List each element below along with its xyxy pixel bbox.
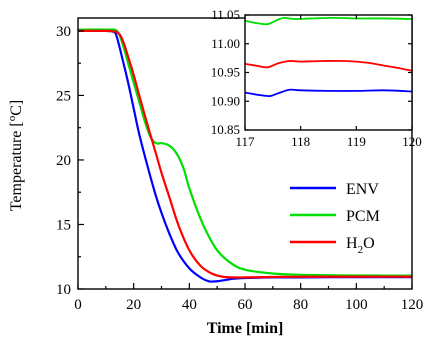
inset-background	[245, 15, 412, 130]
legend-label: H2O	[346, 235, 375, 256]
inset-series-pcm	[245, 16, 412, 26]
y-axis-title-unit: C]	[8, 100, 25, 116]
main-x-tick-label: 60	[238, 297, 253, 313]
main-y-tick-label: 20	[56, 153, 71, 169]
main-x-tick-label: 0	[74, 297, 82, 313]
main-y-tick-label: 15	[56, 217, 71, 233]
inset-y-tick-label: 11.05	[211, 7, 240, 22]
inset-y-tick-label: 11.00	[211, 36, 240, 51]
main-y-tick-label: 30	[56, 24, 71, 40]
main-x-tick-label: 120	[401, 297, 424, 313]
legend-label: ENV	[346, 181, 379, 198]
inset-series-env	[245, 88, 412, 98]
main-plot: 0 20 40 60 80 100 120 10 15 20 25 30	[56, 17, 424, 313]
inset-plot: 117 118 119 120 10.85 10.90 10.95 11.00 11.05	[211, 7, 422, 149]
main-series-group	[78, 28, 412, 283]
legend: ENV PCM H2O	[290, 181, 380, 256]
inset-x-tick-label: 119	[347, 134, 366, 149]
legend-label: PCM	[346, 208, 380, 225]
main-y-tick-label: 25	[56, 88, 71, 104]
inset-series-h2o	[245, 59, 412, 72]
x-axis-title: Time [min]	[207, 320, 284, 337]
main-series-pcm	[78, 28, 412, 277]
main-y-tick-label: 10	[56, 282, 71, 298]
inset-x-tick-label: 117	[235, 134, 255, 149]
inset-y-tick-label: 10.95	[211, 65, 240, 80]
main-x-tick-label: 80	[293, 297, 308, 313]
inset-series-group	[245, 16, 412, 98]
y-axis-title-degree: o	[6, 115, 18, 121]
main-series-h2o	[78, 29, 412, 279]
inset-x-tick-label: 120	[402, 134, 422, 149]
inset-y-tick-label: 10.85	[211, 122, 240, 137]
main-x-tick-label: 20	[126, 297, 141, 313]
main-x-tick-label: 100	[345, 297, 368, 313]
inset-x-tick-label: 118	[291, 134, 310, 149]
main-x-tick-label: 40	[182, 297, 197, 313]
y-axis-title: Temperature [oC]	[6, 100, 25, 211]
inset-y-tick-label: 10.90	[211, 93, 240, 108]
y-axis-title-text: Temperature [	[8, 121, 25, 211]
